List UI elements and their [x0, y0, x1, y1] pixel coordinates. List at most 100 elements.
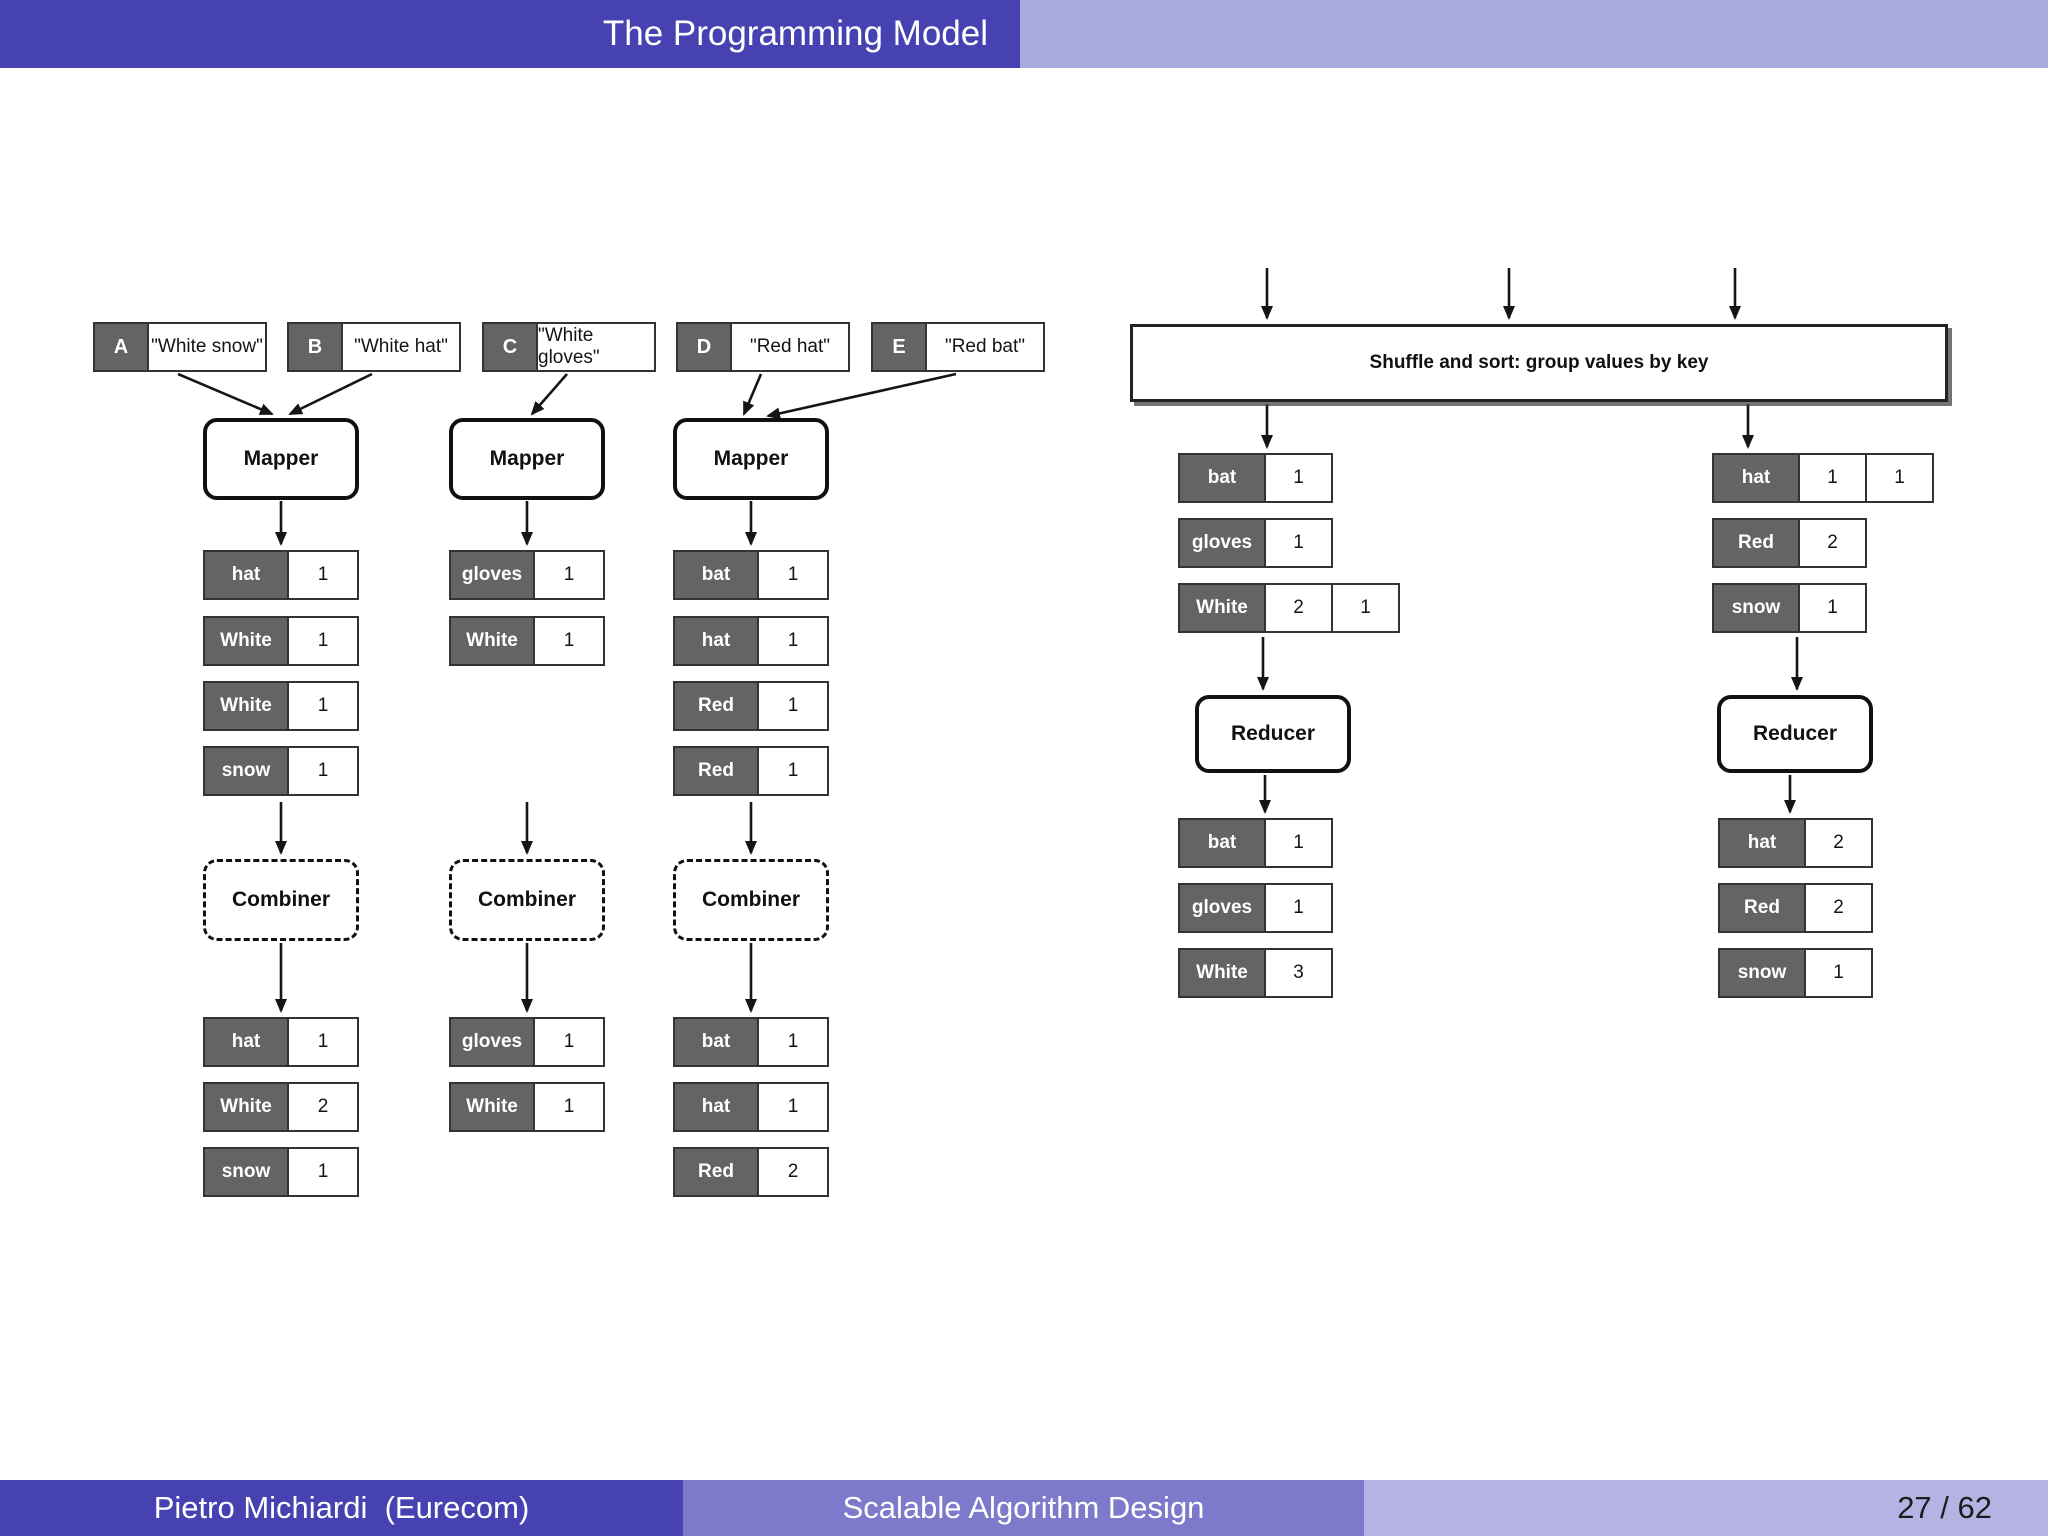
slide-section-title: The Programming Model [602, 14, 988, 53]
combiner-output-box: hat 1 [203, 1017, 359, 1067]
record-key-cell: A [95, 324, 147, 370]
kv-value-cell: 2 [1798, 520, 1865, 566]
kv-key-cell: White [1180, 585, 1264, 631]
kv-key-cell: hat [1714, 455, 1798, 501]
footer-author-section: Pietro Michiardi (Eurecom) [0, 1480, 683, 1536]
kv-key-cell: bat [1180, 455, 1264, 501]
shuffle-group-box: Red 2 [1712, 518, 1867, 568]
kv-value-cell: 1 [287, 748, 357, 794]
kv-value-cell: 1 [757, 618, 827, 664]
kv-key-cell: hat [1720, 820, 1804, 866]
kv-value-cell: 1 [1798, 585, 1865, 631]
kv-key-cell: White [205, 1084, 287, 1130]
mapper-box: Mapper [673, 418, 829, 500]
record-key-cell: C [484, 324, 536, 370]
flow-arrow [288, 372, 373, 416]
kv-value-cell: 1 [287, 1019, 357, 1065]
kv-value-cell: 1 [1264, 885, 1331, 931]
kv-key-cell: hat [675, 1084, 757, 1130]
flow-arrow [766, 372, 957, 420]
kv-value-cell: 1 [533, 1019, 603, 1065]
reducer-box: Reducer [1717, 695, 1873, 773]
kv-value-cell: 1 [757, 748, 827, 794]
kv-key-cell: snow [1720, 950, 1804, 996]
record-box: C "White gloves" [482, 322, 656, 372]
kv-key-cell: bat [1180, 820, 1264, 866]
mapper-output-box: Red 1 [673, 681, 829, 731]
kv-value-cell: 1 [1804, 950, 1871, 996]
combiner-output-box: hat 1 [673, 1082, 829, 1132]
mapper-output-box: gloves 1 [449, 550, 605, 600]
kv-value-cell: 1 [287, 1149, 357, 1195]
kv-value-cell: 1 [287, 552, 357, 598]
reducer-output-box: White 3 [1178, 948, 1333, 998]
shuffle-group-box: snow 1 [1712, 583, 1867, 633]
flow-arrow [742, 373, 763, 416]
kv-key-cell: White [205, 618, 287, 664]
kv-value-cell: 1 [757, 683, 827, 729]
mapper-output-box: White 1 [449, 616, 605, 666]
record-box: B "White hat" [287, 322, 461, 372]
kv-value-cell: 1 [1264, 520, 1331, 566]
kv-value-cell: 1 [1264, 455, 1331, 501]
header-decoration [1020, 0, 2048, 68]
reducer-output-box: bat 1 [1178, 818, 1333, 868]
mapper-output-box: Red 1 [673, 746, 829, 796]
footer-page-section: 27 / 62 [1364, 1480, 2048, 1536]
kv-key-cell: gloves [1180, 885, 1264, 931]
mapper-output-box: hat 1 [673, 616, 829, 666]
shuffle-sort-box: Shuffle and sort: group values by key [1130, 324, 1948, 402]
mapper-output-box: snow 1 [203, 746, 359, 796]
kv-key-cell: Red [675, 1149, 757, 1195]
kv-key-cell: White [205, 683, 287, 729]
shuffle-group-box: bat 1 [1178, 453, 1333, 503]
mapper-box: Mapper [449, 418, 605, 500]
reducer-output-box: snow 1 [1718, 948, 1873, 998]
record-box: E "Red bat" [871, 322, 1045, 372]
kv-key-cell: White [1180, 950, 1264, 996]
kv-key-cell: snow [205, 748, 287, 794]
kv-value-cell: 2 [1264, 585, 1331, 631]
kv-key-cell: Red [675, 683, 757, 729]
mapper-output-box: hat 1 [203, 550, 359, 600]
kv-value-cell: 1 [1798, 455, 1865, 501]
kv-key-cell: gloves [451, 1019, 533, 1065]
kv-key-cell: hat [675, 618, 757, 664]
kv-value-cell: 1 [757, 1084, 827, 1130]
kv-value-cell: 2 [1804, 820, 1871, 866]
combiner-output-box: bat 1 [673, 1017, 829, 1067]
kv-key-cell: bat [675, 552, 757, 598]
kv-key-cell: White [451, 1084, 533, 1130]
footer-page-number: 27 / 62 [1897, 1490, 1992, 1525]
combiner-output-box: snow 1 [203, 1147, 359, 1197]
shuffle-group-box: gloves 1 [1178, 518, 1333, 568]
kv-key-cell: hat [205, 552, 287, 598]
kv-value-cell: 1 [757, 552, 827, 598]
reducer-output-box: Red 2 [1718, 883, 1873, 933]
kv-value-cell: 1 [533, 1084, 603, 1130]
reducer-output-box: gloves 1 [1178, 883, 1333, 933]
header-title-area: The Programming Model [0, 0, 1020, 68]
kv-value-cell: 1 [533, 552, 603, 598]
combiner-output-box: White 1 [449, 1082, 605, 1132]
kv-value-cell: 3 [1264, 950, 1331, 996]
kv-value-cell: 2 [287, 1084, 357, 1130]
combiner-box: Combiner [673, 859, 829, 941]
record-key-cell: D [678, 324, 730, 370]
shuffle-group-box: hat 1 1 [1712, 453, 1934, 503]
footer-course-section: Scalable Algorithm Design [683, 1480, 1364, 1536]
combiner-output-box: Red 2 [673, 1147, 829, 1197]
kv-value-cell: 2 [1804, 885, 1871, 931]
kv-value-cell: 1 [1865, 455, 1932, 501]
record-box: A "White snow" [93, 322, 267, 372]
kv-value-cell: 1 [1331, 585, 1398, 631]
kv-key-cell: snow [1714, 585, 1798, 631]
mapper-output-box: White 1 [203, 681, 359, 731]
combiner-box: Combiner [203, 859, 359, 941]
record-value-cell: "White snow" [147, 324, 265, 370]
record-key-cell: E [873, 324, 925, 370]
record-key-cell: B [289, 324, 341, 370]
kv-key-cell: White [451, 618, 533, 664]
combiner-output-box: White 2 [203, 1082, 359, 1132]
